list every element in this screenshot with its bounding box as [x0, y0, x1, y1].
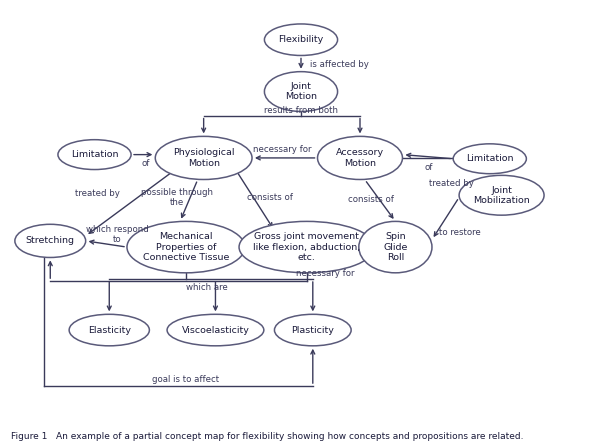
Text: necessary for: necessary for — [296, 269, 354, 278]
Text: treated by: treated by — [429, 179, 474, 188]
Text: consists of: consists of — [348, 195, 394, 204]
Ellipse shape — [264, 72, 338, 112]
Text: of: of — [424, 163, 433, 173]
Text: Gross joint movement
like flexion, abduction,
etc.: Gross joint movement like flexion, abduc… — [253, 232, 361, 262]
Text: necessary for: necessary for — [253, 145, 311, 154]
Ellipse shape — [317, 136, 403, 179]
Text: goal is to affect: goal is to affect — [152, 375, 220, 384]
Text: possible through
the: possible through the — [141, 188, 213, 207]
Text: Stretching: Stretching — [26, 236, 75, 245]
Text: Accessory
Motion: Accessory Motion — [336, 148, 384, 168]
Ellipse shape — [127, 221, 245, 273]
Text: results from both: results from both — [264, 106, 338, 115]
Ellipse shape — [15, 224, 85, 257]
Text: Spin
Glide
Roll: Spin Glide Roll — [383, 232, 408, 262]
Text: Plasticity: Plasticity — [291, 326, 334, 334]
Text: to restore: to restore — [439, 228, 481, 237]
Text: Viscoelasticity: Viscoelasticity — [182, 326, 249, 334]
Text: Limitation: Limitation — [466, 154, 514, 163]
Text: Limitation: Limitation — [71, 150, 118, 159]
Ellipse shape — [359, 221, 432, 273]
Text: Physiological
Motion: Physiological Motion — [173, 148, 234, 168]
Text: is affected by: is affected by — [310, 60, 368, 69]
Text: Joint
Motion: Joint Motion — [285, 82, 317, 101]
Ellipse shape — [155, 136, 252, 179]
Text: Flexibility: Flexibility — [278, 35, 324, 44]
Ellipse shape — [167, 314, 264, 346]
Ellipse shape — [69, 314, 149, 346]
Text: treated by: treated by — [75, 189, 120, 198]
Text: which are: which are — [186, 283, 228, 292]
Text: Joint
Mobilization: Joint Mobilization — [473, 186, 530, 205]
Text: Elasticity: Elasticity — [88, 326, 131, 334]
Ellipse shape — [264, 24, 338, 55]
Ellipse shape — [275, 314, 351, 346]
Ellipse shape — [58, 140, 131, 169]
Text: which respond
to: which respond to — [85, 225, 148, 244]
Text: consists of: consists of — [247, 193, 293, 202]
Text: of: of — [141, 159, 149, 168]
Text: Mechanical
Properties of
Connective Tissue: Mechanical Properties of Connective Tiss… — [143, 232, 229, 262]
Text: Figure 1   An example of a partial concept map for flexibility showing how conce: Figure 1 An example of a partial concept… — [11, 432, 523, 441]
Ellipse shape — [459, 175, 544, 215]
Ellipse shape — [453, 144, 526, 173]
Ellipse shape — [239, 221, 374, 273]
